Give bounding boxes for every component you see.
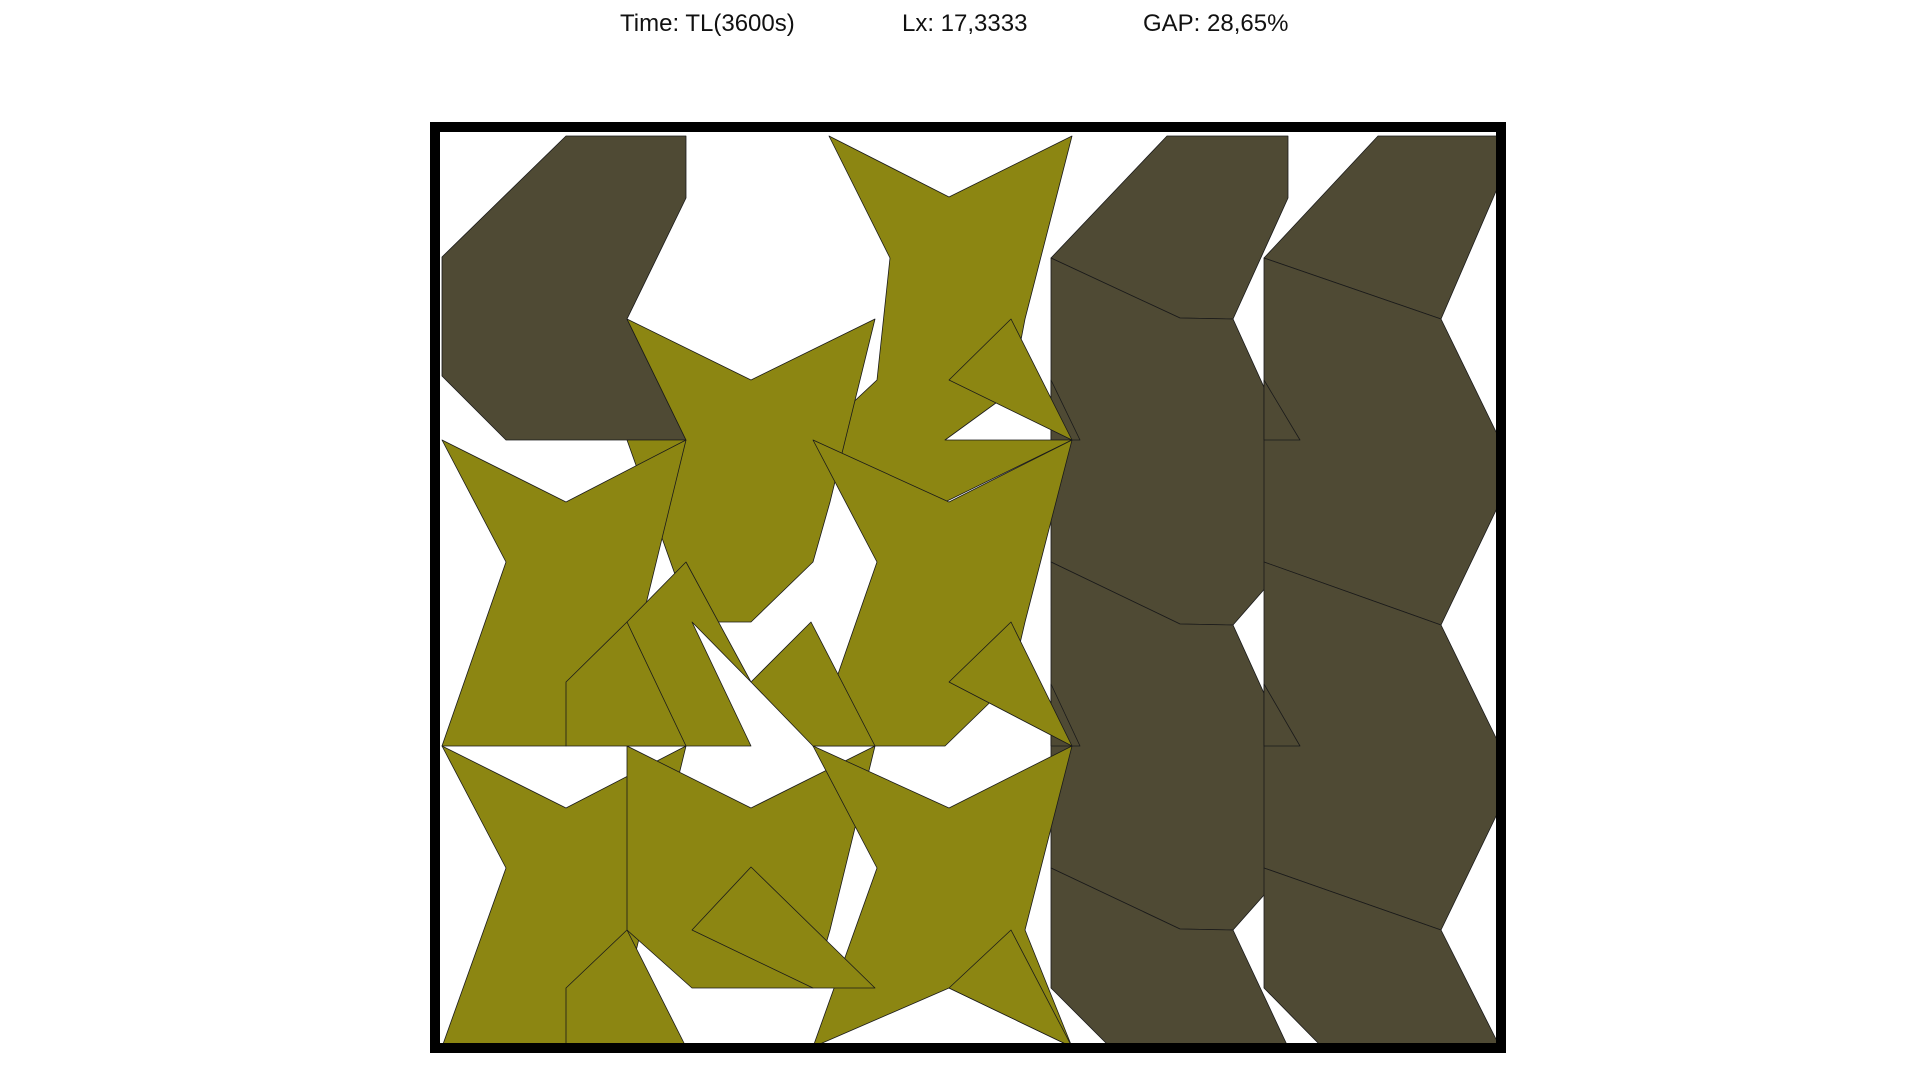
gap-value-label: GAP: 28,65% xyxy=(1143,10,1289,37)
olive-piece-13 xyxy=(750,621,876,747)
container-frame xyxy=(430,122,1506,1053)
dark-piece-12 xyxy=(1263,379,1301,441)
olive-star-pieces xyxy=(441,135,1073,1048)
dark-piece-13 xyxy=(1263,683,1301,747)
packing-board xyxy=(430,122,1506,1053)
dark-piece-3 xyxy=(1050,257,1289,626)
olive-piece-10 xyxy=(691,866,876,989)
olive-piece-1 xyxy=(812,135,1073,503)
dark-chevron-pieces xyxy=(441,135,1501,1048)
stats-header: Time: TL(3600s) Lx: 17,3333 GAP: 28,65% xyxy=(0,10,1920,46)
olive-piece-14 xyxy=(948,621,1073,747)
dark-piece-7 xyxy=(1263,257,1501,626)
olive-piece-12 xyxy=(565,621,687,747)
dark-piece-1 xyxy=(441,135,687,441)
olive-piece-2 xyxy=(626,318,876,623)
time-limit-label: Time: TL(3600s) xyxy=(620,10,795,37)
olive-piece-15 xyxy=(948,318,1073,441)
lx-value-label: Lx: 17,3333 xyxy=(902,10,1028,37)
olive-piece-11 xyxy=(948,929,1073,1048)
